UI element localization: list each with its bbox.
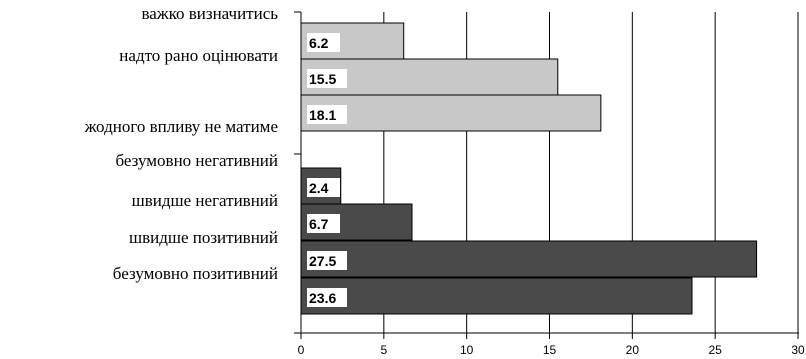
value-label-box-1 <box>307 69 347 88</box>
bar-5 <box>300 240 758 278</box>
value-label-box-5 <box>307 251 347 270</box>
bars: 6.2 15.5 18.1 2.4 6.7 27.5 23.6 <box>300 22 758 315</box>
value-label-5: 27.5 <box>309 253 336 269</box>
x-tick-label-25: 25 <box>708 343 722 357</box>
category-label-3: безумовно негативний <box>115 151 278 170</box>
value-label-box-3 <box>307 178 340 197</box>
category-labels: важко визначитись надто рано оцінювати жод… <box>84 4 279 283</box>
value-label-0: 6.2 <box>309 35 329 51</box>
value-label-box-6 <box>307 288 347 307</box>
category-label-6: безумовно позитивний <box>113 264 278 283</box>
value-label-box-4 <box>307 214 340 233</box>
bar-2 <box>300 94 602 132</box>
category-label-0: важко визначитись <box>141 4 278 23</box>
axes <box>294 11 799 339</box>
category-label-1: надто рано оцінювати <box>119 46 278 65</box>
value-label-6: 23.6 <box>309 290 336 306</box>
x-tick-label-30: 30 <box>791 343 805 357</box>
category-label-5: швидше позитивний <box>129 228 278 247</box>
value-label-1: 15.5 <box>309 71 336 87</box>
bar-6 <box>300 277 693 315</box>
x-tick-label-10: 10 <box>460 343 474 357</box>
x-tick-label-0: 0 <box>298 343 305 357</box>
x-tick-label-15: 15 <box>543 343 557 357</box>
value-label-3: 2.4 <box>309 180 329 196</box>
x-tick-label-5: 5 <box>380 343 387 357</box>
value-label-4: 6.7 <box>309 216 329 232</box>
tick-labels: 0 5 10 15 20 25 30 <box>298 343 805 357</box>
category-label-4: швидше негативний <box>132 191 278 210</box>
category-label-2: жодного впливу не матиме <box>84 117 278 136</box>
value-label-2: 18.1 <box>309 107 336 123</box>
value-label-box-0 <box>307 33 340 52</box>
value-label-box-2 <box>307 105 347 124</box>
x-tick-label-20: 20 <box>626 343 640 357</box>
